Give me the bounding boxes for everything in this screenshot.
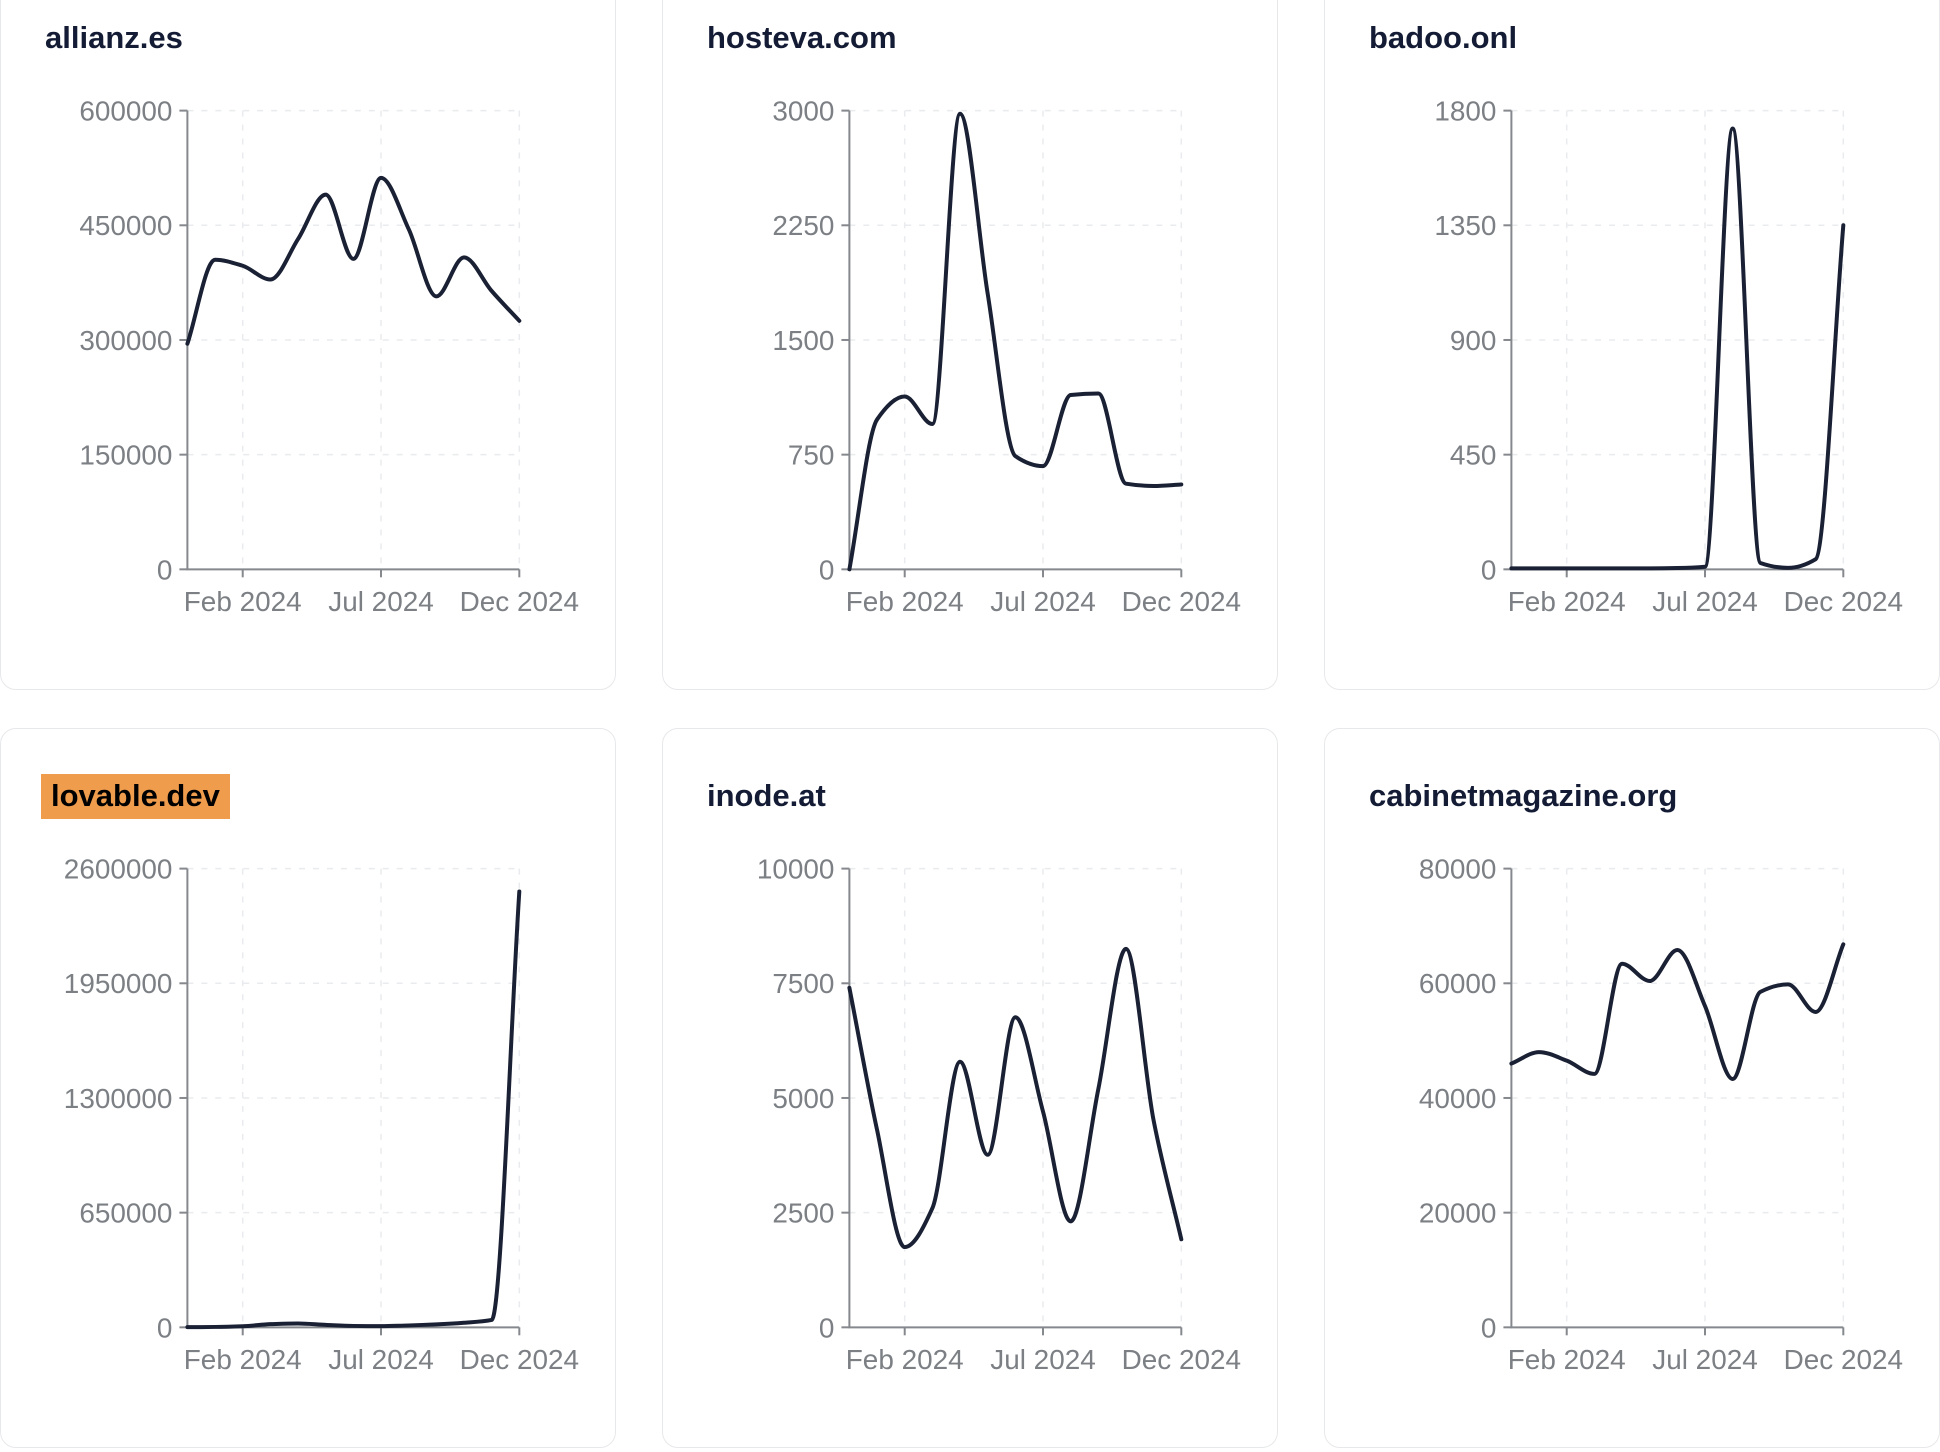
svg-text:Feb 2024: Feb 2024 xyxy=(846,586,964,617)
svg-text:1800: 1800 xyxy=(1434,96,1496,127)
svg-text:2250: 2250 xyxy=(772,210,834,241)
svg-text:Jul 2024: Jul 2024 xyxy=(1652,586,1757,617)
domain-title: hosteva.com xyxy=(707,20,897,55)
card-header: cabinetmagazine.org xyxy=(1325,729,1939,821)
card-header: hosteva.com xyxy=(663,0,1277,63)
domain-title: allianz.es xyxy=(45,20,183,55)
svg-text:0: 0 xyxy=(157,1312,173,1343)
domain-title: inode.at xyxy=(707,778,826,813)
card-cabinetmagazine-org[interactable]: cabinetmagazine.org 0 20000 40000 60000 8000… xyxy=(1324,728,1940,1448)
card-allianz-es[interactable]: allianz.es 0 150000 300000 450000 600000 Feb … xyxy=(0,0,616,690)
svg-text:300000: 300000 xyxy=(79,325,172,356)
card-badoo-onl[interactable]: badoo.onl 0 450 900 1350 1800 Feb 2024 Jul 202… xyxy=(1324,0,1940,690)
svg-text:40000: 40000 xyxy=(1419,1083,1497,1114)
svg-text:1500: 1500 xyxy=(772,325,834,356)
svg-text:60000: 60000 xyxy=(1419,968,1497,999)
svg-text:Feb 2024: Feb 2024 xyxy=(1508,1344,1626,1375)
card-header: lovable.dev xyxy=(1,729,615,821)
svg-text:450: 450 xyxy=(1450,440,1497,471)
svg-text:Jul 2024: Jul 2024 xyxy=(1652,1344,1757,1375)
svg-text:0: 0 xyxy=(157,554,173,585)
card-header: badoo.onl xyxy=(1325,0,1939,63)
svg-text:900: 900 xyxy=(1450,325,1497,356)
svg-text:0: 0 xyxy=(1481,554,1497,585)
svg-text:750: 750 xyxy=(788,440,835,471)
svg-text:Dec 2024: Dec 2024 xyxy=(1784,1344,1903,1375)
svg-text:2600000: 2600000 xyxy=(64,854,173,885)
svg-text:5000: 5000 xyxy=(772,1083,834,1114)
svg-text:Jul 2024: Jul 2024 xyxy=(328,1344,433,1375)
card-header: allianz.es xyxy=(1,0,615,63)
svg-text:Feb 2024: Feb 2024 xyxy=(846,1344,964,1375)
traffic-line-chart: 0 450 900 1350 1800 Feb 2024 Jul 2024 Dec 2024 xyxy=(1434,96,1903,618)
card-header: inode.at xyxy=(663,729,1277,821)
card-inode-at[interactable]: inode.at 0 2500 5000 7500 10000 Feb 2024 Jul 2… xyxy=(662,728,1278,1448)
domain-title: cabinetmagazine.org xyxy=(1369,778,1678,813)
svg-text:Dec 2024: Dec 2024 xyxy=(460,1344,579,1375)
svg-text:7500: 7500 xyxy=(772,968,834,999)
svg-text:1350: 1350 xyxy=(1434,210,1496,241)
card-hosteva-com[interactable]: hosteva.com 0 750 1500 2250 3000 Feb 2024 Jul … xyxy=(662,0,1278,690)
svg-text:150000: 150000 xyxy=(79,440,172,471)
svg-text:0: 0 xyxy=(819,554,835,585)
svg-text:20000: 20000 xyxy=(1419,1198,1497,1229)
svg-text:450000: 450000 xyxy=(79,210,172,241)
svg-text:650000: 650000 xyxy=(79,1198,172,1229)
traffic-line-chart: 0 20000 40000 60000 80000 Feb 2024 Jul 2024 Dec… xyxy=(1419,854,1903,1376)
svg-text:Feb 2024: Feb 2024 xyxy=(1508,586,1626,617)
svg-text:Dec 2024: Dec 2024 xyxy=(460,586,579,617)
traffic-line-chart: 0 2500 5000 7500 10000 Feb 2024 Jul 2024 Dec 20… xyxy=(757,854,1241,1376)
svg-text:600000: 600000 xyxy=(79,96,172,127)
domain-title: lovable.dev xyxy=(41,774,230,820)
svg-text:1300000: 1300000 xyxy=(64,1083,173,1114)
traffic-line-chart: 0 150000 300000 450000 600000 Feb 2024 Jul 202… xyxy=(79,96,579,618)
svg-text:Dec 2024: Dec 2024 xyxy=(1122,586,1241,617)
traffic-line-chart: 0 650000 1300000 1950000 2600000 Feb 2024 Jul … xyxy=(64,854,579,1376)
svg-text:0: 0 xyxy=(1481,1312,1497,1343)
svg-text:2500: 2500 xyxy=(772,1198,834,1229)
card-lovable-dev[interactable]: lovable.dev 0 650000 1300000 1950000 2600000… xyxy=(0,728,616,1448)
svg-text:Jul 2024: Jul 2024 xyxy=(990,586,1095,617)
svg-text:10000: 10000 xyxy=(757,854,835,885)
svg-text:80000: 80000 xyxy=(1419,854,1497,885)
svg-text:Feb 2024: Feb 2024 xyxy=(184,1344,302,1375)
svg-text:Dec 2024: Dec 2024 xyxy=(1784,586,1903,617)
traffic-line-chart: 0 750 1500 2250 3000 Feb 2024 Jul 2024 Dec 2024 xyxy=(772,96,1241,618)
svg-text:3000: 3000 xyxy=(772,96,834,127)
svg-text:Dec 2024: Dec 2024 xyxy=(1122,1344,1241,1375)
svg-text:1950000: 1950000 xyxy=(64,968,173,999)
svg-text:Feb 2024: Feb 2024 xyxy=(184,586,302,617)
svg-text:0: 0 xyxy=(819,1312,835,1343)
svg-text:Jul 2024: Jul 2024 xyxy=(990,1344,1095,1375)
domain-title: badoo.onl xyxy=(1369,20,1518,55)
svg-text:Jul 2024: Jul 2024 xyxy=(328,586,433,617)
